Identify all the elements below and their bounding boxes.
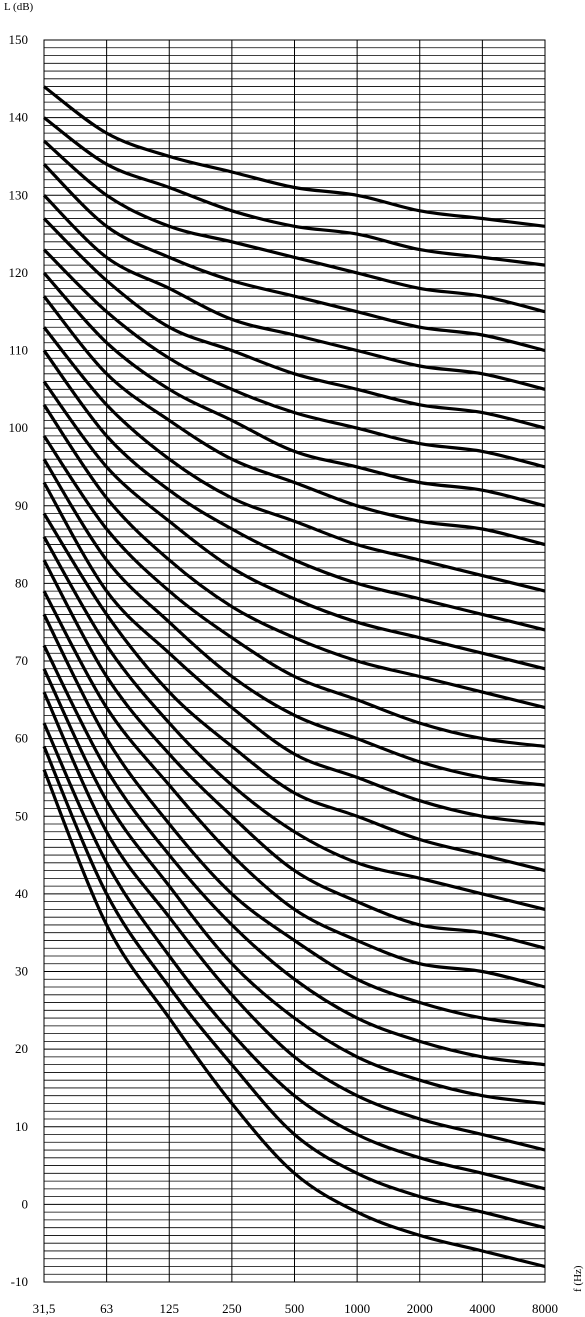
y-tick-label: 10: [15, 1119, 28, 1134]
series-line: [42, 163, 546, 353]
series-line: [42, 512, 546, 873]
series-line: [42, 769, 546, 1269]
series-line: [42, 271, 546, 508]
series-line: [42, 194, 546, 391]
series-line: [42, 536, 546, 911]
y-tick-label: 30: [15, 964, 28, 979]
y-tick-label: 110: [9, 343, 28, 358]
series-line: [42, 613, 546, 1028]
series-line: [43, 85, 546, 228]
y-tick-label: 80: [15, 575, 28, 590]
series-line: [42, 668, 546, 1106]
series-line: [42, 295, 546, 547]
y-tick-label: 60: [15, 731, 28, 746]
series-line: [42, 139, 546, 314]
series-line: [42, 559, 546, 950]
series-line: [42, 326, 546, 593]
series-line: [42, 691, 546, 1152]
y-tick-label: 50: [15, 808, 28, 823]
series-line: [42, 435, 546, 748]
y-tick-label: 130: [9, 187, 29, 202]
series-line: [42, 458, 546, 787]
y-tick-label: 0: [22, 1196, 29, 1211]
series-line: [42, 380, 546, 671]
series-line: [42, 349, 546, 632]
x-tick-label: 1000: [344, 1301, 370, 1316]
y-tick-label: 20: [15, 1041, 28, 1056]
x-tick-label: 31,5: [33, 1301, 56, 1316]
series-line: [42, 248, 546, 469]
x-tick-labels: 31,5 63 125 250 500 1000 2000 4000 8000: [33, 1301, 558, 1316]
x-tick-label: 500: [285, 1301, 305, 1316]
y-tick-label: 90: [15, 498, 28, 513]
y-tick-label: 100: [9, 420, 29, 435]
x-tick-label: 250: [222, 1301, 242, 1316]
curves: [42, 85, 546, 1269]
y-tick-label: 70: [15, 653, 28, 668]
series-line: [42, 217, 546, 430]
x-tick-label: 63: [100, 1301, 113, 1316]
x-tick-label: 4000: [469, 1301, 495, 1316]
series-line: [42, 745, 546, 1230]
series-line: [43, 116, 546, 267]
series-line: [42, 590, 546, 989]
x-tick-label: 125: [160, 1301, 180, 1316]
x-tick-label: 2000: [407, 1301, 433, 1316]
x-axis-label: f (Hz): [572, 1265, 584, 1292]
y-tick-label: 40: [15, 886, 28, 901]
y-tick-label: 120: [9, 265, 29, 280]
y-axis-label: L (dB): [4, 1, 34, 13]
x-tick-label: 8000: [532, 1301, 558, 1316]
series-line: [42, 644, 546, 1067]
y-tick-label: -10: [11, 1274, 28, 1289]
series-line: [42, 481, 546, 826]
series-line: [42, 722, 546, 1191]
y-tick-label: 150: [9, 32, 29, 47]
y-tick-label: 140: [9, 110, 29, 125]
series-line: [42, 403, 546, 710]
plot-frame: [43, 39, 546, 1283]
